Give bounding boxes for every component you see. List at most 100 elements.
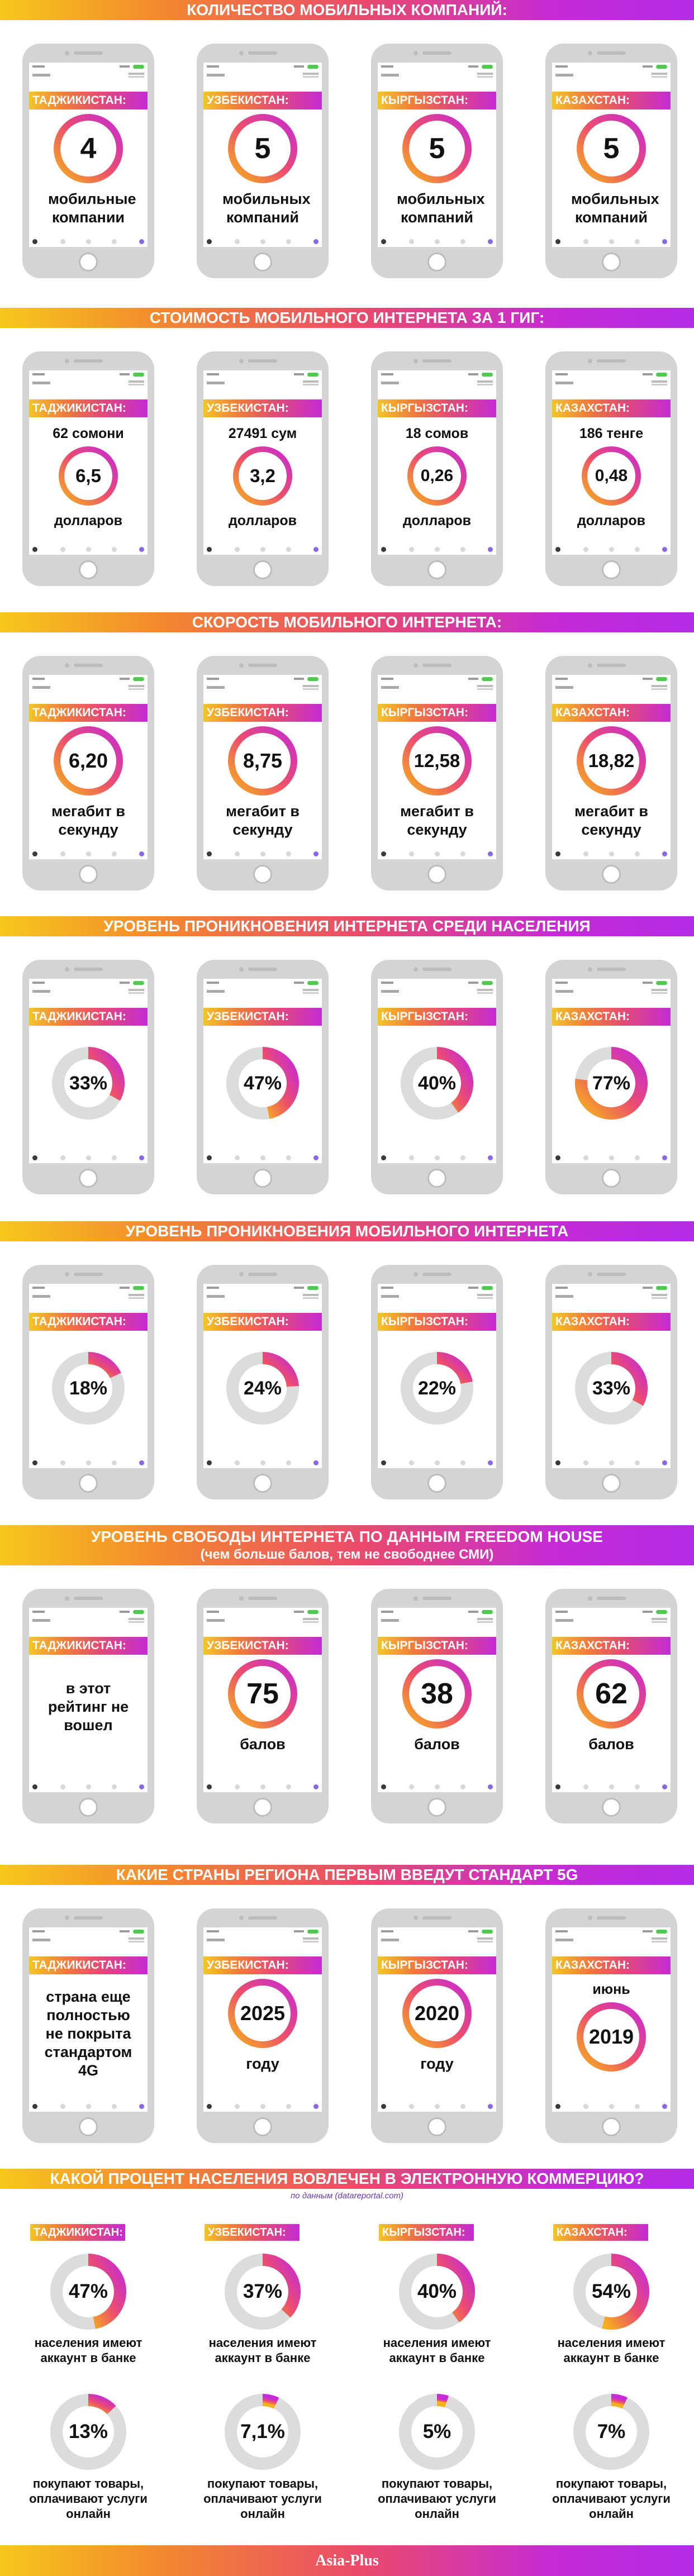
- phone-speaker: [597, 1916, 626, 1920]
- phone-mockup: УЗБЕКИСТАН: 5 мобильных компаний: [197, 44, 329, 278]
- tab-dot-icon: [286, 1460, 291, 1465]
- phone-screen: ТАДЖИКИСТАН: 6,20 мегабит в секунду: [29, 675, 148, 859]
- country-label: ТАДЖИКИСТАН:: [29, 92, 148, 109]
- home-button: [602, 2117, 621, 2136]
- country-label: КЫРГЫЗСТАН:: [379, 2224, 474, 2241]
- tab-dot-icon: [381, 1784, 386, 1789]
- tab-dot-icon: [313, 1460, 319, 1465]
- phone-speaker: [248, 968, 277, 971]
- home-button: [427, 1169, 446, 1188]
- tab-dot-icon: [488, 1784, 493, 1789]
- phone-speaker: [597, 968, 626, 971]
- tab-dot-icon: [635, 547, 640, 552]
- country-label: ТАДЖИКИСТАН:: [29, 704, 148, 722]
- tab-dot-icon: [207, 2104, 212, 2109]
- month-label: июнь: [592, 1982, 630, 1997]
- home-button: [253, 253, 272, 272]
- local-price: 186 тенге: [579, 426, 644, 441]
- app-header: [207, 685, 319, 691]
- app-tabbar: [203, 1460, 322, 1466]
- phone-camera: [65, 1272, 69, 1277]
- phone-speaker: [422, 359, 451, 363]
- ring-value: 22%: [417, 1377, 457, 1399]
- tab-dot-icon: [583, 239, 588, 244]
- app-tabbar: [29, 1460, 148, 1466]
- shop-caption: покупают товары, оплачивают услуги онлай…: [203, 2477, 322, 2521]
- tab-dot-icon: [313, 1155, 319, 1160]
- country-label: КАЗАХСТАН:: [552, 1008, 671, 1026]
- status-bar: [207, 981, 319, 985]
- app-tabbar: [203, 547, 322, 553]
- app-tabbar: [29, 547, 148, 553]
- tab-dot-icon: [555, 239, 560, 244]
- app-header: [381, 989, 493, 994]
- value-ring: 62: [577, 1659, 646, 1729]
- country-label: КЫРГЫЗСТАН:: [378, 704, 496, 722]
- section-banner: УРОВЕНЬ ПРОНИКНОВЕНИЯ МОБИЛЬНОГО ИНТЕРНЕ…: [0, 1221, 694, 1241]
- shop-caption: покупают товары, оплачивают услуги онлай…: [552, 2477, 671, 2521]
- section-title: КОЛИЧЕСТВО МОБИЛЬНЫХ КОМПАНИЙ:: [187, 1, 507, 18]
- phone-camera: [413, 51, 418, 55]
- phone-screen: ТАДЖИКИСТАН: 4 мобильные компании: [29, 63, 148, 247]
- tab-dot-icon: [286, 1784, 291, 1789]
- tab-dot-icon: [112, 2104, 117, 2109]
- status-bar: [555, 1286, 667, 1290]
- ring-value: 7%: [597, 2421, 626, 2442]
- status-bar: [381, 1930, 493, 1934]
- ring-arc: [54, 114, 123, 183]
- tab-dot-icon: [635, 239, 640, 244]
- tab-dot-icon: [207, 547, 212, 552]
- unit-label: мобильных компаний: [222, 191, 311, 226]
- unit-label: мегабит в секунду: [574, 803, 648, 838]
- value-ring: 75: [228, 1659, 297, 1729]
- shop-donut: 13%: [50, 2394, 126, 2470]
- tab-dot-icon: [112, 239, 117, 244]
- country-label: КАЗАХСТАН:: [552, 399, 671, 417]
- app-tabbar: [552, 2104, 671, 2110]
- toggle-icon: [307, 65, 319, 69]
- value-ring: 38: [402, 1659, 472, 1729]
- phone-camera: [65, 1916, 69, 1920]
- tab-dot-icon: [635, 1784, 640, 1789]
- tab-dot-icon: [313, 851, 319, 856]
- phone-camera: [413, 1272, 418, 1277]
- tab-dot-icon: [286, 547, 291, 552]
- home-button: [79, 1798, 98, 1817]
- phone-speaker: [74, 359, 103, 363]
- ring-arc: [402, 726, 472, 796]
- phone-screen: КАЗАХСТАН: 62 балов: [552, 1608, 671, 1792]
- app-tabbar: [378, 1155, 496, 1161]
- phone-speaker: [74, 664, 103, 667]
- toggle-icon: [307, 1930, 319, 1934]
- tab-dot-icon: [60, 547, 65, 552]
- tab-dot-icon: [60, 239, 65, 244]
- app-tabbar: [378, 1460, 496, 1466]
- unit-label: мегабит в секунду: [51, 803, 125, 838]
- ring-arc: [602, 2254, 649, 2330]
- tab-dot-icon: [488, 239, 493, 244]
- tab-dot-icon: [583, 851, 588, 856]
- toggle-icon: [133, 677, 144, 681]
- ring-value: 77%: [592, 1072, 631, 1094]
- ring-arc: [611, 1352, 648, 1406]
- app-tabbar: [378, 851, 496, 857]
- ring-value: 37%: [243, 2280, 283, 2302]
- phone-camera: [239, 1596, 244, 1601]
- home-button: [427, 560, 446, 579]
- ring-arc: [575, 1047, 648, 1120]
- note-text: страна еще полностью не покрыта стандарт…: [44, 1988, 132, 2079]
- toggle-icon: [307, 373, 319, 377]
- tab-dot-icon: [409, 1155, 414, 1160]
- value-ring: 8,75: [228, 726, 297, 796]
- phone-camera: [239, 51, 244, 55]
- tab-dot-icon: [207, 1155, 212, 1160]
- tab-dot-icon: [260, 851, 265, 856]
- tab-dot-icon: [235, 2104, 240, 2109]
- phone-screen: КАЗАХСТАН: 33%: [552, 1284, 671, 1468]
- phone-speaker: [74, 1597, 103, 1600]
- tab-dot-icon: [381, 2104, 386, 2109]
- ring-arc: [233, 446, 292, 506]
- country-label: ТАДЖИКИСТАН:: [29, 1956, 148, 1974]
- phone-mockup: КАЗАХСТАН: 62 балов: [545, 1589, 677, 1823]
- phone-mockup: КАЗАХСТАН: июнь 2019: [545, 1908, 677, 2143]
